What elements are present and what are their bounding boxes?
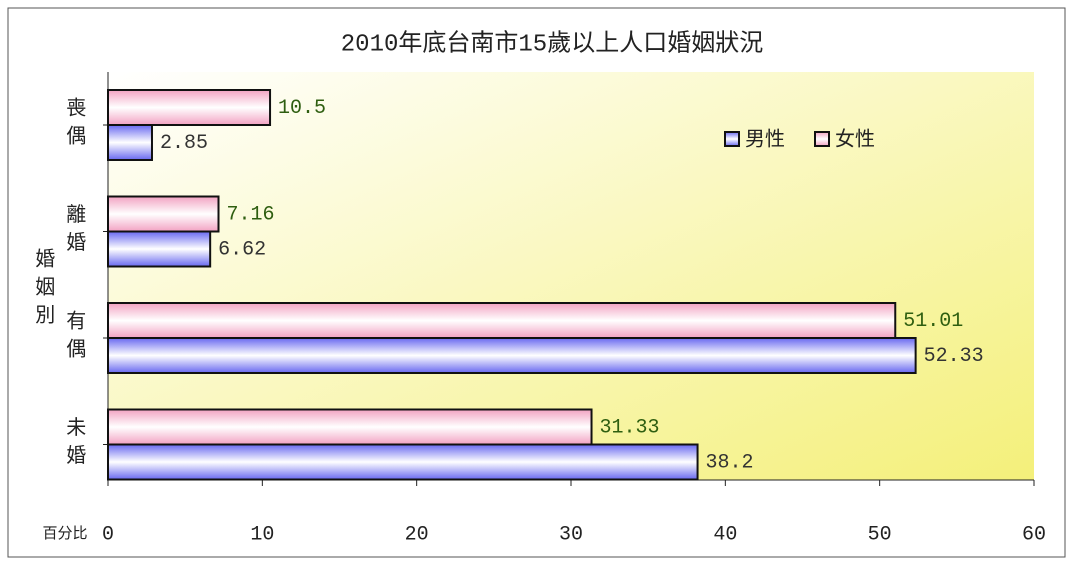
legend-swatch [814,131,830,147]
bar [107,89,272,126]
category-label: 喪偶 [61,97,86,153]
legend-label: 女性 [835,127,875,152]
value-label: 7.16 [227,203,275,226]
bar [107,230,212,268]
bar [107,195,220,233]
x-tick-label: 30 [559,523,583,546]
category-label: 離婚 [61,203,86,259]
x-tick-label: 40 [713,523,737,546]
value-label: 51.01 [903,310,963,333]
value-label: 31.33 [600,416,660,439]
legend-label: 男性 [745,127,785,152]
bar [107,124,153,161]
x-axis-label: 百分比 [42,525,87,543]
x-tick-label: 0 [102,523,114,546]
bar [107,443,699,481]
value-label: 38.2 [706,451,754,474]
x-tick-label: 20 [405,523,429,546]
bar [107,302,897,339]
chart-title: 2010年底台南市15歲以上人口婚姻狀況 [341,29,763,58]
bar [107,408,593,446]
x-tick-label: 60 [1022,523,1046,546]
x-tick-label: 50 [868,523,892,546]
value-label: 52.33 [924,345,984,368]
bar [107,337,917,374]
category-label: 未婚 [61,416,86,472]
y-axis-label: 婚姻別 [30,248,55,332]
value-label: 10.5 [278,97,326,120]
x-tick-label: 10 [250,523,274,546]
legend-swatch [724,131,740,147]
value-label: 6.62 [218,238,266,261]
category-label: 有偶 [61,310,86,366]
value-label: 2.85 [160,132,208,155]
